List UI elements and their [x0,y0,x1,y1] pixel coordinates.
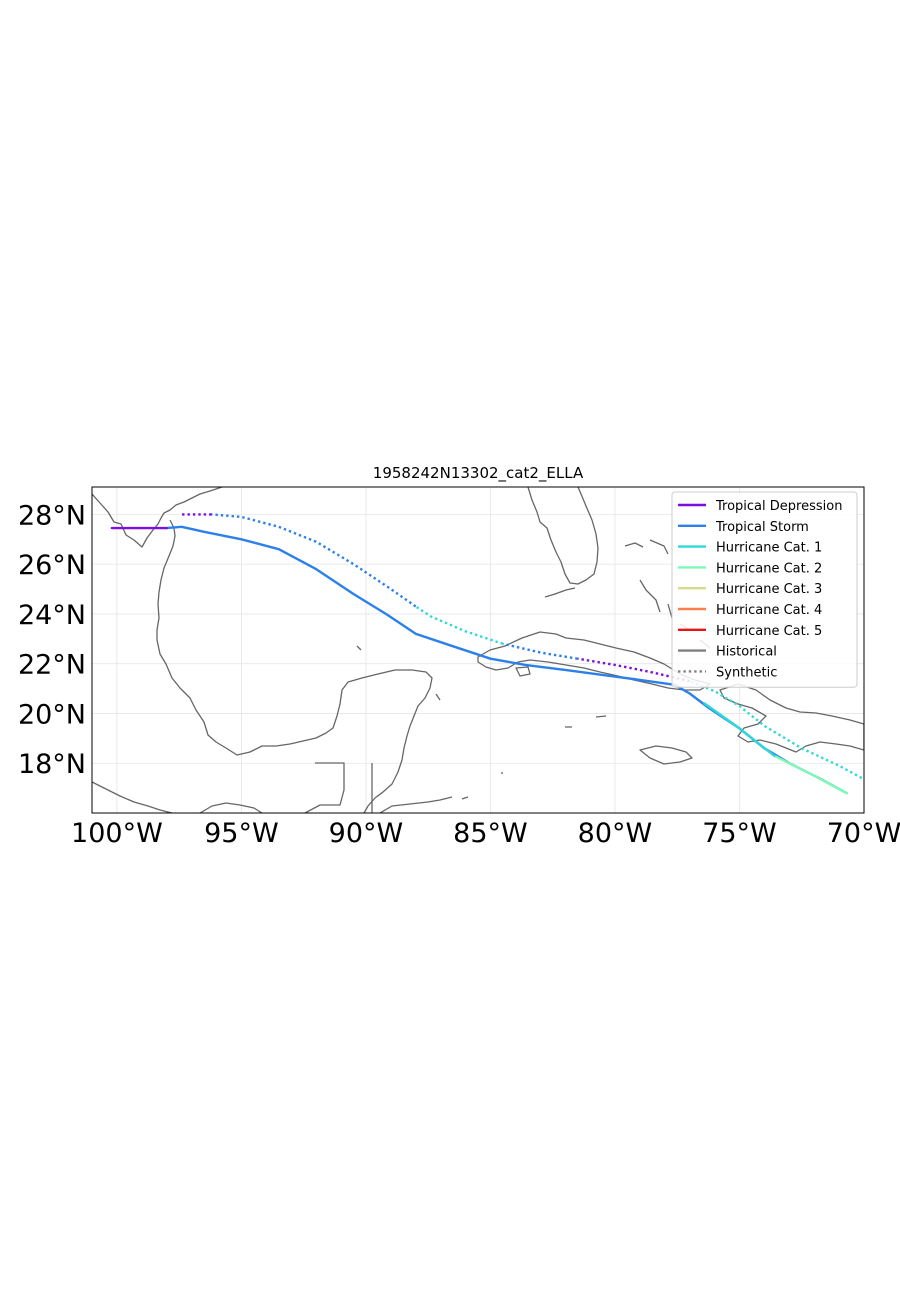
hispaniola-coastline [719,683,864,753]
y-tick-label: 20°N [18,699,86,730]
pacific-coastline [92,781,173,813]
coastlines [92,487,864,813]
florida-keys [544,587,576,598]
legend-label: Hurricane Cat. 3 [716,582,822,597]
cuba-coastline [477,631,711,691]
texas-mexico-coastline [156,519,433,813]
legend: Tropical Depression Tropical Storm Hurrica… [671,491,858,688]
small-islands [356,645,503,800]
legend-label: Hurricane Cat. 2 [716,561,822,576]
y-tick-label: 18°N [18,749,86,780]
historical-track-category-segment [703,702,776,757]
x-tick-label: 90°W [329,818,404,849]
historical-track-segment [165,525,676,686]
chart-title: 1958242N13302_cat2_ELLA [373,464,584,483]
legend-label: Hurricane Cat. 1 [716,541,822,556]
cozumel [435,693,441,701]
y-tick-label: 22°N [18,650,86,681]
x-tick-label: 95°W [204,818,279,849]
legend-box [671,491,858,688]
y-tick-label: 26°N [18,550,86,581]
x-tick-label: 85°W [453,818,528,849]
legend-label: Hurricane Cat. 4 [716,603,822,618]
legend-label: Tropical Depression [715,499,842,514]
map-frame [91,486,865,814]
x-tick-label: 75°W [702,818,777,849]
jamaica-coastline [639,745,693,765]
x-tick-label: 70°W [827,818,900,849]
synthetic-track-segment [502,642,578,660]
legend-label: Tropical Storm [715,520,809,535]
x-tick-label: 80°W [578,818,653,849]
honduras-coastline [379,796,453,813]
isle-of-youth [515,666,531,677]
cayman-islands [565,715,607,728]
x-tick-label: 100°W [71,818,163,849]
florida-coastline [527,487,599,585]
yucatan-border [304,762,345,813]
storm-tracks [110,513,864,795]
y-axis-ticks: 28°N 26°N 24°N 22°N 20°N 18°N [18,500,86,780]
legend-label: Historical [716,645,777,660]
pacific-coastline-2 [199,802,263,813]
x-axis-ticks: 100°W 95°W 90°W 85°W 80°W 75°W 70°W [71,818,900,849]
synthetic-track-segment [211,513,417,608]
historical-track-category-segment [773,754,848,795]
legend-label: Synthetic [716,665,777,680]
y-tick-label: 24°N [18,600,86,631]
legend-label: Hurricane Cat. 5 [716,624,822,639]
y-tick-label: 28°N [18,500,86,531]
